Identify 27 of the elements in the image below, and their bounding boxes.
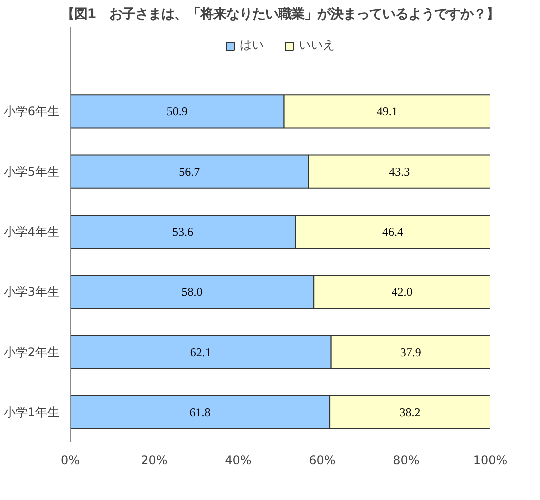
y-tick-label: 小学3年生: [4, 285, 60, 300]
data-label: 42.0: [392, 285, 413, 300]
data-label: 46.4: [382, 224, 404, 239]
data-label: 58.0: [182, 285, 203, 300]
y-tick-label: 小学6年生: [4, 104, 60, 119]
data-label: 38.2: [400, 405, 421, 420]
x-tick-label: 100%: [473, 454, 508, 468]
x-tick-label: 20%: [141, 454, 168, 468]
data-label: 37.9: [400, 345, 422, 360]
y-tick-label: 小学2年生: [4, 345, 60, 360]
data-label: 49.1: [376, 104, 398, 119]
chart-title: 【図1 お子さまは、「将来なりたい職業」が決まっているようですか？】: [61, 6, 500, 22]
x-tick-label: 80%: [393, 454, 420, 468]
data-label: 50.9: [166, 104, 188, 119]
data-label: 56.7: [179, 164, 200, 179]
data-label: 61.8: [190, 405, 211, 420]
legend-label: いいえ: [299, 37, 335, 54]
data-label: 62.1: [190, 345, 212, 360]
data-label: 43.3: [389, 164, 410, 179]
x-tick-label: 0%: [60, 454, 80, 468]
data-label: 53.6: [172, 224, 194, 239]
legend-label: はい: [240, 37, 264, 54]
x-tick-label: 60%: [309, 454, 336, 468]
y-tick-label: 小学5年生: [4, 164, 60, 179]
y-tick-label: 小学4年生: [4, 224, 60, 239]
y-tick-label: 小学1年生: [4, 405, 60, 420]
x-tick-label: 40%: [225, 454, 252, 468]
